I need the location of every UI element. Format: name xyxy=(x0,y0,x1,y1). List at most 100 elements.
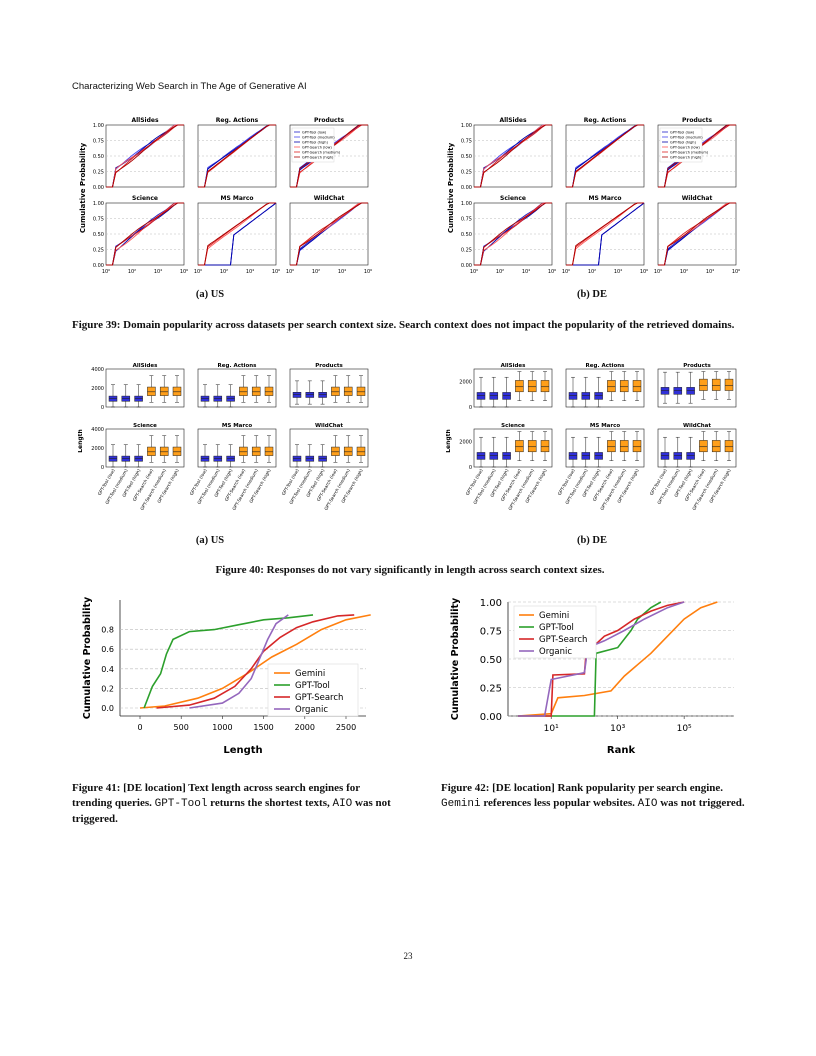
x-tick-label: 1000 xyxy=(212,723,232,732)
panel-frame xyxy=(197,124,277,188)
cdf-series-line xyxy=(106,202,184,266)
fig39-sub-a: (a) US xyxy=(195,289,225,300)
box-body xyxy=(724,440,734,453)
y-tick-label: 0.75 xyxy=(461,139,472,145)
x-tick-label: 10⁶ xyxy=(272,269,280,275)
fig40-us-chart: Length AllSides 0 2000 4000 Reg. Actions Produ… xyxy=(78,363,369,512)
y-tick-label: 2000 xyxy=(459,380,472,386)
legend-box xyxy=(291,127,335,163)
box-body xyxy=(476,392,486,400)
box-body xyxy=(502,392,511,400)
series-gemini xyxy=(517,601,718,717)
y-tick-label: 1.00 xyxy=(93,201,104,207)
box-body xyxy=(527,380,537,393)
y-tick-label: 2000 xyxy=(91,386,104,392)
box-body xyxy=(711,440,721,453)
panel-frame xyxy=(657,368,737,408)
cdf-series-line xyxy=(106,124,184,188)
panel-title: WildChat xyxy=(683,423,711,429)
cdf-series-line xyxy=(474,124,552,188)
y-tick-label: 1.00 xyxy=(461,123,472,129)
box-body xyxy=(540,380,550,393)
cdf-series-line xyxy=(474,202,552,266)
box-body xyxy=(632,380,642,393)
box-body xyxy=(568,392,578,400)
panel-frame xyxy=(289,202,369,266)
box-body xyxy=(568,452,578,460)
panel-frame xyxy=(473,428,553,468)
y-tick-label: 0.00 xyxy=(93,263,104,269)
cdf-series-line xyxy=(198,124,276,188)
x-tick-label: 10⁶ xyxy=(640,269,648,275)
panel-title: Products xyxy=(314,117,344,124)
box-body xyxy=(515,440,524,453)
legend-label: Organic xyxy=(539,647,572,657)
box-body xyxy=(331,446,340,456)
x-tick-label: 10² xyxy=(312,269,320,275)
y-tick-label: 0.25 xyxy=(93,170,104,176)
box-body xyxy=(159,446,169,456)
y-tick-label: 1.00 xyxy=(93,123,104,129)
legend-label: Organic xyxy=(295,705,328,715)
page-number: 23 xyxy=(403,951,413,961)
y-tick-label: 0.50 xyxy=(93,232,104,238)
cdf-series-line xyxy=(290,202,368,266)
box-body xyxy=(660,452,670,460)
panel-title: Reg. Actions xyxy=(216,117,259,124)
x-tick-label: 10⁰ xyxy=(286,269,294,275)
cdf-series-line xyxy=(198,124,276,188)
series-gptsearch xyxy=(518,601,685,717)
legend-label: GPT-Search (low) xyxy=(670,146,700,150)
legend-label: GPT-Search (medium) xyxy=(302,151,341,155)
legend-label: GPT-Tool (high) xyxy=(670,141,696,145)
fig40-ylabel: Length xyxy=(446,429,452,453)
panel-title: WildChat xyxy=(315,423,343,429)
cdf-series-line xyxy=(474,124,552,188)
fig39-ylabel: Cumulative Probability xyxy=(447,142,455,233)
x-tick-label: 10² xyxy=(680,269,688,275)
box-body xyxy=(686,452,695,460)
box-body xyxy=(264,446,274,456)
fig42-chart: Cumulative Probability Rank 0.00 0.25 0.50 0.… xyxy=(450,597,734,756)
x-tick-label: 0 xyxy=(137,723,142,732)
y-tick-label: 0.50 xyxy=(93,154,104,160)
x-tick-label: 10⁴ xyxy=(338,269,346,275)
box-body xyxy=(660,387,670,395)
panel-title: MS Marco xyxy=(588,195,621,202)
box-body xyxy=(251,446,261,456)
x-category-label: GPT-Tool (medium) xyxy=(104,468,129,506)
x-category-label: GPT-Tool (medium) xyxy=(472,468,497,506)
y-tick-label: 0.25 xyxy=(480,684,502,695)
box-body xyxy=(172,446,182,456)
cdf-series-line xyxy=(474,124,552,188)
panel-frame xyxy=(565,428,645,468)
cdf-series-line xyxy=(566,124,644,188)
x-tick-label: 10⁰ xyxy=(654,269,662,275)
box-body xyxy=(331,386,340,396)
x-tick-label: 1500 xyxy=(253,723,273,732)
cdf-series-line xyxy=(474,202,552,266)
legend-label: GPT-Tool xyxy=(539,623,574,633)
cdf-series-line xyxy=(106,124,184,188)
cdf-series-line xyxy=(106,124,184,188)
x-tick-label: 500 xyxy=(174,723,189,732)
series-gpttool xyxy=(143,614,314,709)
box-body xyxy=(172,386,182,396)
legend-label: GPT-Search (medium) xyxy=(670,151,709,155)
cdf-series-line xyxy=(566,202,645,266)
x-category-label: GPT-Tool (medium) xyxy=(196,468,221,506)
panel-frame xyxy=(105,124,185,188)
series-gpttool xyxy=(518,601,662,717)
fig40-caption: Figure 40: Responses do not vary signifi… xyxy=(215,564,605,576)
cdf-series-line xyxy=(290,202,368,266)
panel-frame xyxy=(473,202,553,266)
box-body xyxy=(581,392,591,400)
box-body xyxy=(251,386,261,396)
cdf-series-line xyxy=(106,124,184,188)
x-tick-label: 10⁶ xyxy=(548,269,556,275)
x-tick-label: 10⁰ xyxy=(562,269,570,275)
cdf-series-line xyxy=(290,202,368,266)
panel-title: WildChat xyxy=(682,195,713,202)
box-body xyxy=(476,452,486,460)
x-tick-label: 10⁴ xyxy=(154,269,162,275)
